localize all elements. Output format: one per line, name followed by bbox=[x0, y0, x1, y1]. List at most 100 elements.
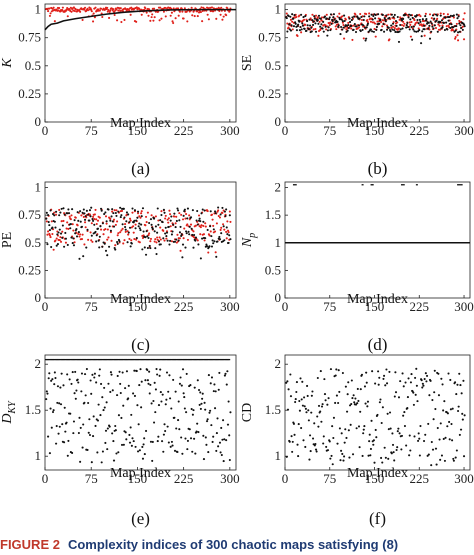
series-point bbox=[153, 240, 156, 243]
series-point bbox=[218, 9, 221, 13]
series-point bbox=[462, 18, 465, 21]
series-point bbox=[162, 450, 165, 453]
series-point bbox=[361, 28, 364, 31]
series-point bbox=[385, 14, 388, 17]
series-point bbox=[389, 30, 392, 33]
x-tick-label: 0 bbox=[282, 123, 289, 138]
series-point bbox=[334, 25, 337, 28]
series-point bbox=[158, 236, 161, 239]
series-point bbox=[286, 380, 289, 383]
series-point bbox=[328, 24, 331, 27]
series-point bbox=[392, 451, 395, 454]
series-point bbox=[59, 236, 62, 239]
series-point bbox=[159, 238, 162, 241]
series-point bbox=[144, 253, 148, 256]
series-point bbox=[300, 28, 303, 31]
series-point bbox=[64, 430, 67, 433]
series-point bbox=[156, 231, 159, 234]
series-point bbox=[416, 400, 419, 403]
series-point bbox=[101, 245, 104, 248]
series-point bbox=[399, 28, 402, 31]
series-point bbox=[290, 24, 293, 27]
series-point bbox=[185, 372, 188, 375]
series-point bbox=[104, 441, 107, 444]
series-point bbox=[463, 12, 466, 15]
series-point bbox=[192, 246, 195, 249]
series-point bbox=[211, 440, 214, 444]
series-point bbox=[359, 410, 362, 413]
series-point bbox=[107, 236, 110, 239]
series-point bbox=[81, 446, 84, 449]
series-point bbox=[89, 231, 92, 234]
series-point bbox=[392, 16, 395, 19]
series-point bbox=[394, 20, 398, 23]
series-point bbox=[84, 394, 87, 397]
series-point bbox=[147, 14, 150, 17]
series-point bbox=[457, 409, 460, 413]
series-point bbox=[106, 238, 109, 241]
series-point bbox=[207, 7, 210, 10]
series-point bbox=[194, 224, 198, 227]
series-point bbox=[201, 397, 204, 400]
series-point bbox=[164, 403, 167, 406]
series-point bbox=[122, 242, 125, 245]
x-tick-label: 150 bbox=[365, 299, 385, 314]
series-point bbox=[365, 371, 368, 374]
y-tick-label: 0.5 bbox=[25, 58, 41, 73]
series-point bbox=[86, 228, 89, 231]
series-point bbox=[162, 10, 165, 13]
series-point bbox=[154, 388, 157, 391]
series-point bbox=[146, 379, 149, 382]
series-point bbox=[361, 454, 364, 457]
series-point bbox=[463, 25, 466, 28]
series-point bbox=[292, 17, 295, 20]
series-point bbox=[355, 427, 358, 430]
series-point bbox=[123, 239, 126, 242]
series-point bbox=[63, 213, 66, 216]
series-point bbox=[159, 6, 162, 9]
series-point bbox=[95, 222, 98, 226]
series-point bbox=[55, 244, 58, 247]
x-tick-label: 225 bbox=[410, 299, 430, 314]
series-point bbox=[318, 20, 321, 23]
series-point bbox=[137, 423, 140, 426]
series-point bbox=[201, 20, 204, 23]
series-point bbox=[381, 25, 384, 28]
series-point bbox=[403, 424, 407, 428]
series-point bbox=[98, 216, 101, 219]
series-point bbox=[219, 228, 222, 232]
series-point bbox=[409, 35, 412, 38]
series-point bbox=[220, 453, 223, 457]
series-point bbox=[325, 445, 328, 448]
series-point bbox=[299, 25, 302, 29]
series-point bbox=[317, 22, 320, 25]
series-point bbox=[214, 251, 217, 254]
series-point bbox=[111, 220, 114, 223]
series-point bbox=[124, 226, 127, 229]
series-point bbox=[179, 225, 182, 228]
series-point bbox=[167, 225, 170, 228]
series-point bbox=[69, 223, 72, 226]
series-point bbox=[322, 435, 325, 438]
series-point bbox=[153, 16, 156, 19]
series-point bbox=[157, 223, 160, 226]
series-point bbox=[222, 225, 225, 228]
series-point bbox=[96, 227, 100, 230]
series-point bbox=[101, 222, 104, 225]
series-point bbox=[105, 401, 108, 404]
series-point bbox=[109, 371, 112, 374]
series-point bbox=[380, 456, 383, 460]
y-tick-label: 0.75 bbox=[18, 30, 41, 45]
series-point bbox=[222, 419, 225, 422]
series-point bbox=[322, 442, 325, 445]
series-point bbox=[340, 18, 343, 21]
series-point bbox=[229, 238, 232, 241]
panel-label: (a) bbox=[131, 159, 150, 178]
series-point bbox=[71, 371, 74, 374]
series-point bbox=[53, 214, 56, 217]
series-point bbox=[156, 236, 159, 239]
series-point bbox=[442, 17, 445, 20]
series-point bbox=[149, 440, 153, 443]
series-point bbox=[178, 382, 181, 385]
panel-label: (d) bbox=[368, 335, 388, 354]
